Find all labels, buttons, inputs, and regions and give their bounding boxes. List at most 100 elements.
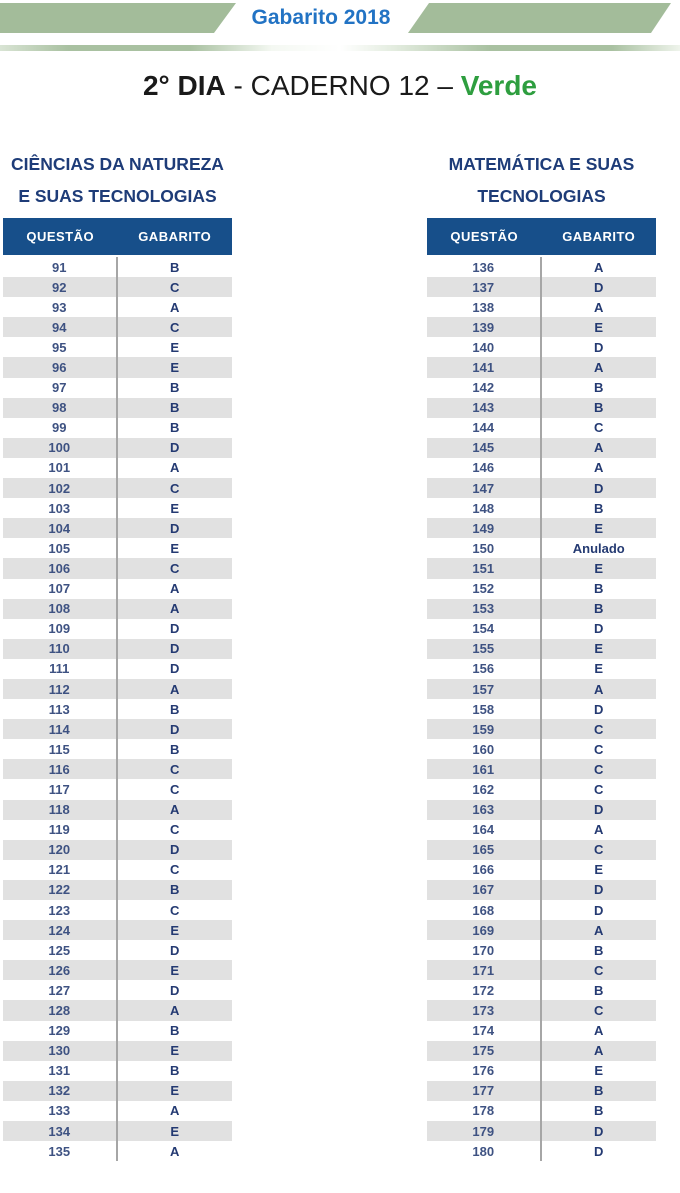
gabarito-cell: D bbox=[170, 842, 180, 858]
questao-cell: 111 bbox=[3, 658, 118, 679]
questao-cell: 165 bbox=[427, 839, 542, 860]
gabarito-cell: C bbox=[594, 842, 604, 858]
table-header-row: QUESTÃO GABARITO bbox=[3, 218, 232, 255]
gabarito-cell: C bbox=[170, 781, 180, 797]
gabarito-cell: B bbox=[594, 1103, 604, 1119]
table-row: 98 B bbox=[3, 397, 232, 418]
gabarito-cell: D bbox=[594, 902, 604, 918]
table-row: 146 A bbox=[427, 457, 656, 479]
questao-cell: 105 bbox=[3, 538, 118, 559]
table-row: 107 A bbox=[3, 578, 232, 599]
questao-column-header: QUESTÃO bbox=[26, 229, 95, 244]
table-row: 150 Anulado bbox=[427, 538, 656, 559]
gabarito-cell: C bbox=[170, 862, 180, 878]
table-row: 155 E bbox=[427, 638, 656, 659]
table-row: 152 B bbox=[427, 578, 656, 599]
questao-cell: 125 bbox=[3, 940, 118, 961]
gabarito-cell: E bbox=[170, 540, 180, 556]
table-title-line2: TECNOLOGIAS bbox=[477, 186, 606, 206]
gabarito-cell: E bbox=[594, 319, 604, 335]
table-row: 154 D bbox=[427, 618, 656, 639]
questao-cell: 132 bbox=[3, 1080, 118, 1101]
table-row: 156 E bbox=[427, 658, 656, 679]
table-row: 122 B bbox=[3, 879, 232, 900]
table-row: 166 E bbox=[427, 859, 656, 880]
questao-cell: 118 bbox=[3, 799, 118, 820]
gabarito-cell: D bbox=[170, 661, 180, 677]
gabarito-cell: A bbox=[594, 440, 604, 456]
table-title-line1: CIÊNCIAS DA NATUREZA bbox=[11, 154, 224, 174]
table-row: 118 A bbox=[3, 799, 232, 820]
questao-cell: 169 bbox=[427, 920, 542, 941]
questao-cell: 153 bbox=[427, 598, 542, 619]
questao-cell: 176 bbox=[427, 1060, 542, 1081]
questao-cell: 114 bbox=[3, 719, 118, 740]
table-row: 95 E bbox=[3, 337, 232, 358]
gabarito-cell: B bbox=[594, 601, 604, 617]
questao-cell: 180 bbox=[427, 1141, 542, 1162]
table-row: 117 C bbox=[3, 779, 232, 800]
gabarito-cell: A bbox=[170, 299, 180, 315]
table-row: 148 B bbox=[427, 498, 656, 519]
gabarito-cell: E bbox=[170, 962, 180, 978]
table-row: 114 D bbox=[3, 719, 232, 740]
gabarito-cell: B bbox=[170, 1023, 180, 1039]
gabarito-cell: D bbox=[170, 440, 180, 456]
gabarito-cell: D bbox=[170, 520, 180, 536]
gabarito-cell: B bbox=[170, 882, 180, 898]
questao-cell: 174 bbox=[427, 1020, 542, 1041]
questao-cell: 112 bbox=[3, 678, 118, 700]
matematica-table-title: MATEMÁTICA E SUAS TECNOLOGIAS bbox=[427, 148, 656, 212]
questao-cell: 179 bbox=[427, 1121, 542, 1142]
gabarito-cell: C bbox=[594, 962, 604, 978]
questao-cell: 91 bbox=[3, 257, 118, 278]
gabarito-cell: D bbox=[170, 621, 180, 637]
gabarito-cell: B bbox=[594, 400, 604, 416]
table-row: 116 C bbox=[3, 759, 232, 780]
band-notch-decoration bbox=[214, 3, 429, 33]
gabarito-cell: A bbox=[594, 460, 604, 476]
questao-cell: 137 bbox=[427, 277, 542, 298]
questao-cell: 162 bbox=[427, 779, 542, 800]
table-title-line2: E SUAS TECNOLOGIAS bbox=[18, 186, 217, 206]
questao-cell: 167 bbox=[427, 879, 542, 900]
table-row: 172 B bbox=[427, 980, 656, 1001]
gabarito-cell: Anulado bbox=[572, 540, 625, 556]
title-caderno: - CADERNO 12 – bbox=[225, 70, 461, 101]
questao-cell: 131 bbox=[3, 1060, 118, 1081]
gabarito-cell: B bbox=[594, 1083, 604, 1099]
questao-cell: 147 bbox=[427, 478, 542, 499]
gabarito-cell: D bbox=[594, 480, 604, 496]
table-row: 173 C bbox=[427, 1000, 656, 1021]
questao-cell: 126 bbox=[3, 960, 118, 981]
table-row: 128 A bbox=[3, 1000, 232, 1021]
questao-cell: 135 bbox=[3, 1141, 118, 1162]
gabarito-cell: D bbox=[594, 1123, 604, 1139]
gabarito-cell: D bbox=[170, 721, 180, 737]
table-row: 96 E bbox=[3, 357, 232, 378]
gabarito-cell: A bbox=[594, 681, 604, 697]
table-row: 138 A bbox=[427, 297, 656, 318]
questao-cell: 168 bbox=[427, 900, 542, 921]
questao-cell: 157 bbox=[427, 678, 542, 700]
table-row: 164 A bbox=[427, 819, 656, 840]
questao-cell: 170 bbox=[427, 940, 542, 961]
questao-cell: 159 bbox=[427, 719, 542, 740]
gabarito-cell: D bbox=[170, 942, 180, 958]
questao-cell: 106 bbox=[3, 558, 118, 579]
table-row: 163 D bbox=[427, 799, 656, 820]
table-row: 135 A bbox=[3, 1141, 232, 1162]
questao-cell: 152 bbox=[427, 578, 542, 599]
table-row: 93 A bbox=[3, 297, 232, 318]
table-row: 175 A bbox=[427, 1040, 656, 1061]
table-row: 132 E bbox=[3, 1080, 232, 1101]
table-row: 151 E bbox=[427, 558, 656, 579]
questao-cell: 150 bbox=[427, 538, 542, 559]
table-row: 97 B bbox=[3, 377, 232, 398]
gabarito-column-header: GABARITO bbox=[138, 229, 212, 244]
ciencias-natureza-table: CIÊNCIAS DA NATUREZA E SUAS TECNOLOGIAS … bbox=[3, 148, 232, 1162]
questao-cell: 117 bbox=[3, 779, 118, 800]
questao-cell: 173 bbox=[427, 1000, 542, 1021]
questao-cell: 134 bbox=[3, 1121, 118, 1142]
questao-cell: 102 bbox=[3, 478, 118, 499]
